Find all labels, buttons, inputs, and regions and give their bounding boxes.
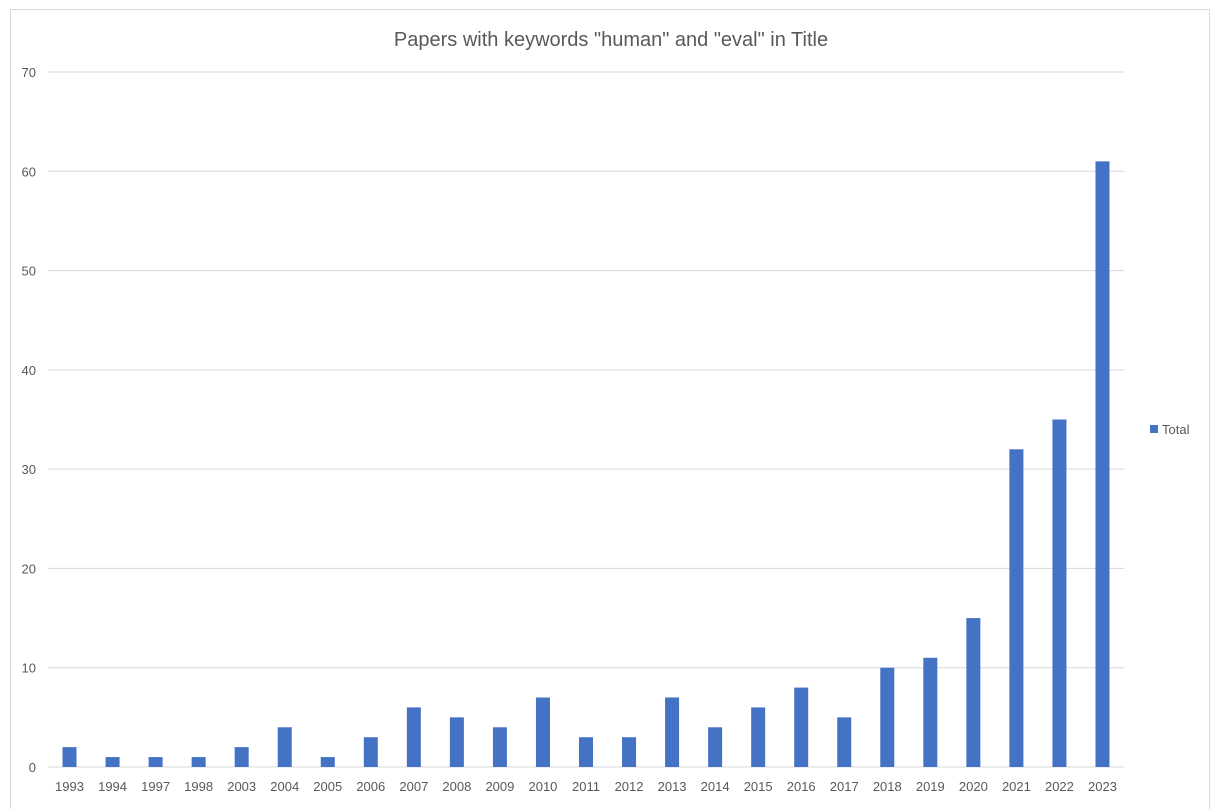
bar-1993 <box>62 747 77 767</box>
y-tick-label: 40 <box>22 363 36 378</box>
x-tick-label-2006: 2006 <box>356 779 385 794</box>
bar-2015 <box>751 707 766 767</box>
x-tick-label-2015: 2015 <box>744 779 773 794</box>
x-axis-tick-labels: 1993 1994 1997 1998 2003 2004 2005 2006 2007 2008… <box>55 779 1117 794</box>
x-tick-label-2022: 2022 <box>1045 779 1074 794</box>
x-tick-label-2005: 2005 <box>313 779 342 794</box>
x-tick-label-2008: 2008 <box>442 779 471 794</box>
y-tick-label: 10 <box>22 661 36 676</box>
bar-2010 <box>535 697 550 767</box>
legend-label-total: Total <box>1162 422 1190 437</box>
bar-2009 <box>492 727 507 767</box>
y-tick-label: 20 <box>22 561 36 576</box>
x-tick-label-1994: 1994 <box>98 779 127 794</box>
bar-2014 <box>708 727 723 767</box>
bar-2013 <box>665 697 680 767</box>
x-tick-label-2007: 2007 <box>399 779 428 794</box>
bar-2012 <box>622 737 637 767</box>
x-tick-label-2010: 2010 <box>528 779 557 794</box>
chart-title: Papers with keywords "human" and "eval" … <box>394 29 828 51</box>
legend-swatch-total <box>1150 425 1158 433</box>
y-tick-label: 30 <box>22 462 36 477</box>
bar-2017 <box>837 717 852 767</box>
bar-2004 <box>277 727 292 767</box>
x-tick-label-2018: 2018 <box>873 779 902 794</box>
bar-2020 <box>966 618 981 767</box>
bar-2018 <box>880 667 895 767</box>
x-tick-label-2011: 2011 <box>572 779 600 794</box>
y-tick-label: 0 <box>29 760 36 775</box>
x-tick-label-2009: 2009 <box>485 779 514 794</box>
y-tick-label: 60 <box>22 164 36 179</box>
x-tick-label-1993: 1993 <box>55 779 84 794</box>
bar-2007 <box>406 707 421 767</box>
x-tick-label-2014: 2014 <box>701 779 730 794</box>
x-tick-label-2017: 2017 <box>830 779 859 794</box>
bar-1994 <box>105 757 120 767</box>
x-tick-label-2021: 2021 <box>1002 779 1031 794</box>
bar-2022 <box>1052 419 1067 767</box>
x-tick-label-2012: 2012 <box>615 779 644 794</box>
y-tick-label: 50 <box>22 264 36 279</box>
x-tick-label-2013: 2013 <box>658 779 687 794</box>
x-tick-label-2023: 2023 <box>1088 779 1117 794</box>
y-axis-tick-labels: 0 10 20 30 40 50 60 70 <box>22 65 36 775</box>
bar-2023 <box>1095 161 1110 767</box>
x-tick-label-1998: 1998 <box>184 779 213 794</box>
bar-1998 <box>191 757 206 767</box>
bar-2011 <box>579 737 593 767</box>
legend: Total <box>1150 422 1190 437</box>
x-tick-label-1997: 1997 <box>141 779 170 794</box>
x-tick-label-2003: 2003 <box>227 779 256 794</box>
bar-2005 <box>320 757 335 767</box>
y-tick-label: 70 <box>22 65 36 80</box>
gridlines <box>48 71 1124 768</box>
x-tick-label-2019: 2019 <box>916 779 945 794</box>
bar-2021 <box>1009 449 1024 767</box>
x-tick-label-2020: 2020 <box>959 779 988 794</box>
bar-2008 <box>449 717 464 767</box>
bar-1997 <box>148 757 163 767</box>
bar-2016 <box>794 687 809 767</box>
bar-2003 <box>234 747 249 767</box>
x-tick-label-2016: 2016 <box>787 779 816 794</box>
bar-2006 <box>363 737 378 767</box>
bars <box>62 161 1110 767</box>
x-tick-label-2004: 2004 <box>270 779 299 794</box>
bar-2019 <box>923 657 938 767</box>
